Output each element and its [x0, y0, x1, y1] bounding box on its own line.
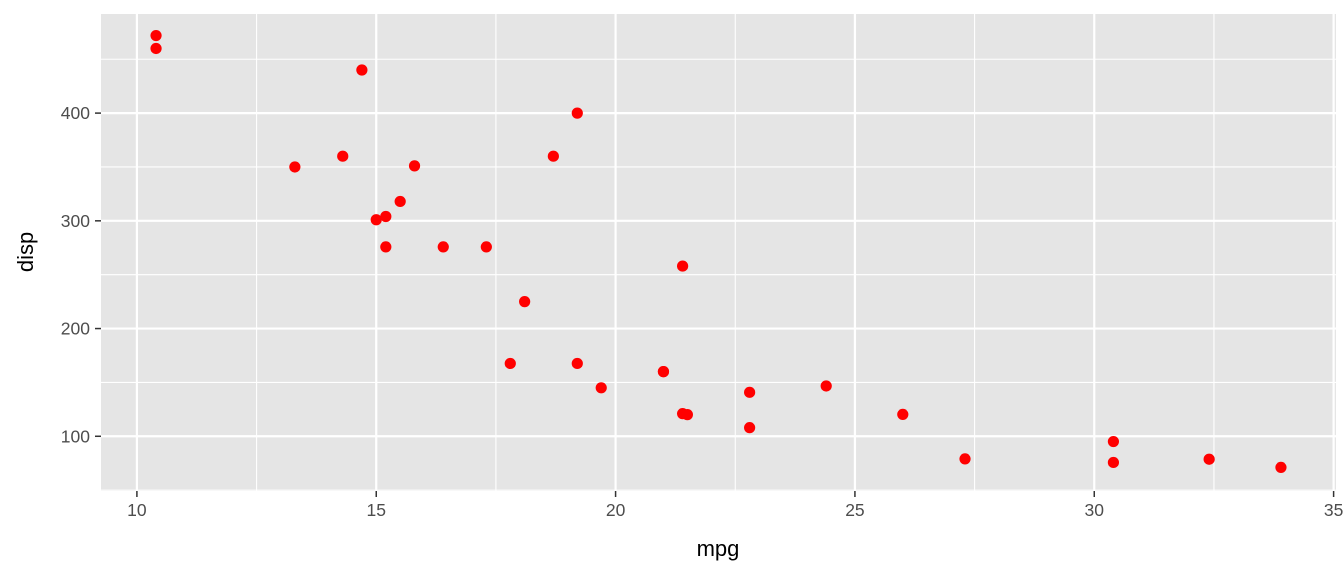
y-tick-label: 300: [61, 211, 90, 231]
data-point: [676, 408, 689, 420]
data-point: [959, 453, 971, 465]
y-tick-label: 100: [61, 426, 90, 446]
data-point: [571, 357, 583, 370]
data-point: [408, 160, 421, 172]
data-point: [571, 107, 583, 119]
data-point: [337, 150, 349, 162]
data-point: [676, 260, 689, 272]
data-point: [897, 408, 909, 421]
data-point: [380, 241, 392, 253]
data-point: [480, 241, 492, 253]
data-points: [150, 29, 1287, 474]
data-point: [394, 195, 406, 208]
y-axis: 100 200 300 400: [61, 103, 101, 446]
data-point: [820, 380, 832, 392]
data-point: [595, 382, 607, 394]
data-point: [380, 210, 392, 223]
data-point: [547, 150, 559, 162]
data-point: [744, 422, 756, 434]
data-point: [744, 386, 756, 398]
data-point: [519, 296, 531, 308]
x-tick-label: 20: [606, 500, 626, 520]
data-point: [370, 214, 382, 226]
data-point: [1107, 456, 1120, 469]
data-point: [150, 42, 162, 55]
x-axis-title: mpg: [697, 536, 740, 561]
y-tick-label: 200: [61, 319, 90, 339]
data-point: [289, 161, 301, 173]
x-tick-label: 10: [127, 500, 147, 520]
data-point: [657, 366, 670, 378]
data-point: [150, 29, 162, 42]
x-tick-label: 15: [367, 500, 386, 520]
data-point: [437, 241, 449, 253]
y-tick-label: 400: [61, 103, 90, 123]
data-point: [1275, 461, 1287, 474]
x-tick-label: 25: [845, 500, 864, 520]
x-tick-label: 35: [1324, 500, 1343, 520]
x-axis: 10 15 20 25 30 35: [127, 491, 1343, 520]
data-point: [356, 64, 368, 76]
data-point: [504, 357, 516, 370]
plot-panel: [101, 14, 1336, 491]
data-point: [1107, 435, 1120, 448]
minor-grid: [101, 14, 1336, 491]
y-axis-title: disp: [13, 232, 38, 272]
x-tick-label: 30: [1085, 500, 1105, 520]
major-grid: [101, 14, 1336, 491]
data-point: [1203, 453, 1215, 465]
